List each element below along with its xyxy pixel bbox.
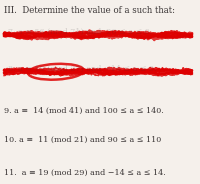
Text: III.  Determine the value of a such that:: III. Determine the value of a such that: <box>4 6 175 15</box>
Text: 8. a ≡ 19 (mod 27) and −14 ≤ a ≤ 5.: 8. a ≡ 19 (mod 27) and −14 ≤ a ≤ 5. <box>8 64 157 72</box>
Text: 7. a ≡ 56 (mod 71) and  26 ≤ a ≤ 0.: 7. a ≡ 56 (mod 71) and 26 ≤ a ≤ 0. <box>8 28 152 36</box>
Text: 9. a ≡  14 (mod 41) and 100 ≤ a ≤ 140.: 9. a ≡ 14 (mod 41) and 100 ≤ a ≤ 140. <box>4 107 164 115</box>
Text: 11.  a ≡ 19 (mod 29) and −14 ≤ a ≤ 14.: 11. a ≡ 19 (mod 29) and −14 ≤ a ≤ 14. <box>4 169 166 177</box>
Text: 10. a ≡  11 (mod 21) and 90 ≤ a ≤ 110: 10. a ≡ 11 (mod 21) and 90 ≤ a ≤ 110 <box>4 136 161 144</box>
